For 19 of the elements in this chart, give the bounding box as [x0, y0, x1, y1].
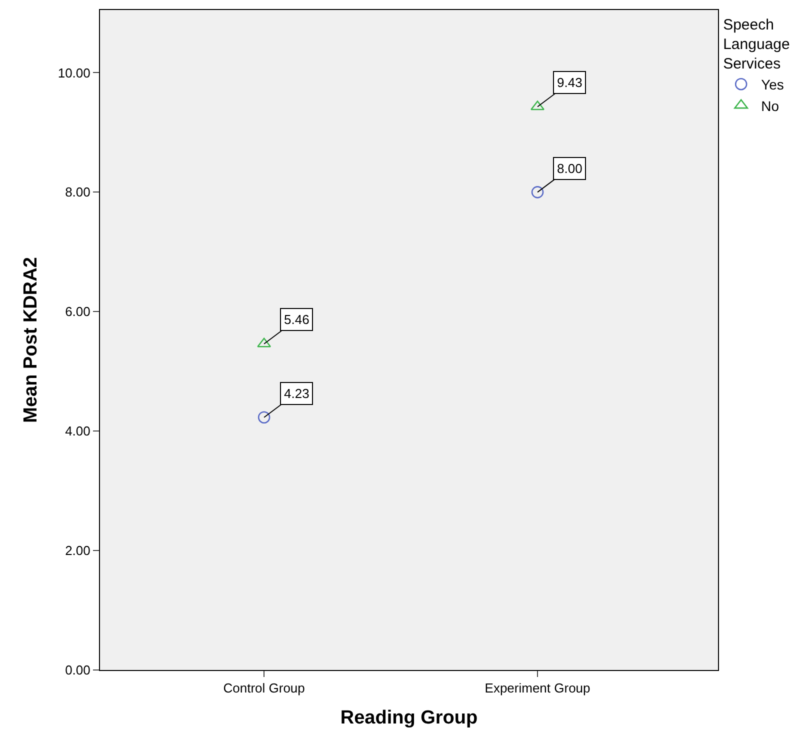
- y-tick-label: 8.00: [65, 184, 90, 200]
- y-tick-label: 6.00: [65, 304, 90, 320]
- x-axis-title: Reading Group: [340, 707, 478, 728]
- y-tick-label: 2.00: [65, 543, 90, 558]
- point: [258, 411, 270, 424]
- data-label: 8.00: [557, 161, 582, 176]
- legend-label: No: [761, 98, 780, 114]
- data-label: 4.23: [284, 386, 310, 401]
- data-label: 9.43: [557, 75, 582, 90]
- legend-title: Speech Language Services: [723, 16, 790, 72]
- x-tick-label: Experiment Group: [484, 680, 590, 696]
- y-tick-label: 10.00: [58, 65, 90, 80]
- legend-label: Yes: [761, 76, 784, 93]
- y-tick-label: 4.00: [65, 424, 90, 439]
- y-axis-title: Mean Post KDRA2: [20, 257, 42, 423]
- data-label: 5.46: [284, 312, 310, 327]
- x-tick-label: Control Group: [223, 680, 305, 696]
- point: [531, 186, 544, 198]
- y-tick-label: 0.00: [65, 662, 90, 678]
